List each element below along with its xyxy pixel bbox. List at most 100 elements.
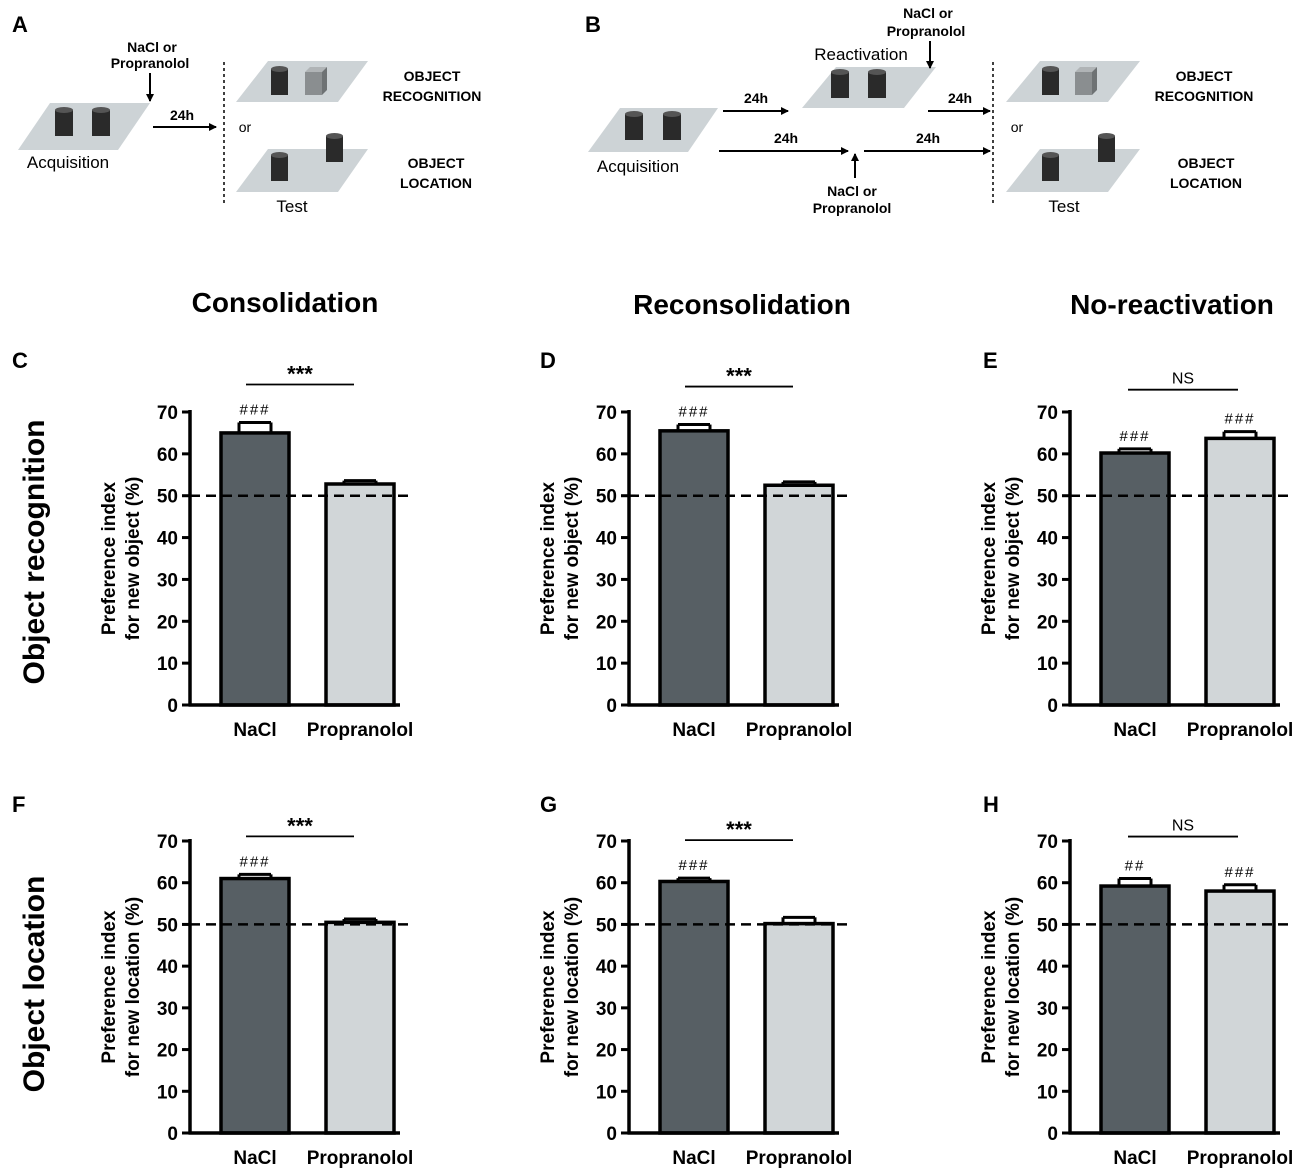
cylinder-icon bbox=[271, 66, 288, 95]
y-tick-label: 40 bbox=[1037, 957, 1058, 978]
y-tick-label: 70 bbox=[157, 832, 178, 853]
y-tick-label: 50 bbox=[1037, 487, 1058, 508]
cube-icon bbox=[305, 67, 327, 95]
panel-letter: D bbox=[540, 348, 556, 373]
y-tick-label: 40 bbox=[157, 529, 178, 550]
significance-hash: ### bbox=[678, 857, 709, 874]
location-platform-a bbox=[236, 133, 368, 192]
y-tick-label: 30 bbox=[596, 570, 617, 591]
panel-e: E Preference index for new object (%) ### Na… bbox=[979, 348, 1293, 741]
panel-h: H Preference index for new location (%) ## N… bbox=[979, 792, 1293, 1169]
y-tick-label: 0 bbox=[167, 696, 178, 717]
cylinder-icon bbox=[868, 69, 886, 98]
y-tick-label: 50 bbox=[596, 915, 617, 936]
y-tick-label: 10 bbox=[157, 654, 178, 675]
delay-label-b-1: 24h bbox=[744, 90, 768, 106]
y-axis-label: for new location (%) bbox=[123, 897, 144, 1078]
column-title-reconsolidation: Reconsolidation bbox=[633, 289, 851, 320]
panel-letter: E bbox=[983, 348, 998, 373]
y-tick-label: 70 bbox=[1037, 403, 1058, 424]
bar-propranolol bbox=[1204, 436, 1276, 707]
recognition-label-b-line2: RECOGNITION bbox=[1155, 88, 1254, 104]
bar-propranolol bbox=[324, 482, 396, 707]
x-tick-label: NaCl bbox=[1113, 1148, 1156, 1169]
y-tick-label: 40 bbox=[157, 957, 178, 978]
delay-label-a: 24h bbox=[170, 107, 194, 123]
y-axis-label: for new object (%) bbox=[1003, 477, 1024, 641]
significance-hash: ### bbox=[239, 401, 270, 418]
cylinder-icon bbox=[271, 152, 288, 181]
y-tick-label: 20 bbox=[157, 1041, 178, 1062]
test-label-a: Test bbox=[276, 197, 307, 216]
bar-propranolol bbox=[1204, 889, 1276, 1135]
recognition-platform-b bbox=[1006, 61, 1140, 102]
panel-letter: H bbox=[983, 792, 999, 817]
drug-top-label-b-line1: NaCl or bbox=[903, 5, 953, 21]
panel-f: F Preference index for new location (%) ###… bbox=[12, 792, 413, 1169]
y-tick-label: 60 bbox=[1037, 874, 1058, 895]
y-axis-label: for new location (%) bbox=[1003, 897, 1024, 1078]
y-tick-label: 10 bbox=[596, 1082, 617, 1103]
y-tick-label: 30 bbox=[596, 999, 617, 1020]
bar-propranolol bbox=[324, 920, 396, 1135]
panel-c: C Preference index for new object (%) ### Na… bbox=[12, 348, 413, 741]
y-tick-label: 50 bbox=[1037, 915, 1058, 936]
panel-letter: C bbox=[12, 348, 28, 373]
y-tick-label: 60 bbox=[596, 445, 617, 466]
significance-hash: ### bbox=[1224, 864, 1255, 881]
y-axis-label: Preference index bbox=[99, 482, 120, 636]
comparison-label: NS bbox=[1172, 371, 1194, 388]
bar-nacl bbox=[1099, 884, 1171, 1135]
bar-nacl bbox=[1099, 451, 1171, 707]
comparison-label: *** bbox=[287, 813, 313, 838]
y-tick-label: 60 bbox=[157, 445, 178, 466]
y-tick-label: 60 bbox=[1037, 445, 1058, 466]
y-axis-label: for new object (%) bbox=[123, 477, 144, 641]
drug-label-a-line2: Propranolol bbox=[111, 55, 190, 71]
x-tick-label: Propranolol bbox=[307, 1148, 414, 1169]
cylinder-icon bbox=[92, 107, 110, 136]
cylinder-icon bbox=[625, 111, 643, 140]
y-axis-label: Preference index bbox=[538, 910, 559, 1064]
y-axis-label: Preference index bbox=[979, 910, 1000, 1064]
x-tick-label: Propranolol bbox=[746, 1148, 853, 1169]
y-tick-label: 0 bbox=[1047, 696, 1058, 717]
y-tick-label: 70 bbox=[157, 403, 178, 424]
y-tick-label: 60 bbox=[596, 874, 617, 895]
y-tick-label: 40 bbox=[1037, 529, 1058, 550]
x-tick-label: NaCl bbox=[672, 1148, 715, 1169]
bar-propranolol bbox=[763, 483, 835, 707]
test-label-b: Test bbox=[1048, 197, 1079, 216]
panel-letter-b: B bbox=[585, 12, 601, 37]
panel-letter: F bbox=[12, 792, 25, 817]
reactivation-platform-b bbox=[802, 67, 936, 108]
drug-label-a-line1: NaCl or bbox=[127, 39, 177, 55]
significance-hash: ### bbox=[678, 404, 709, 421]
acquisition-platform-b bbox=[588, 108, 718, 152]
y-axis-label: for new object (%) bbox=[562, 477, 583, 641]
acquisition-label-b: Acquisition bbox=[597, 157, 679, 176]
significance-hash: ## bbox=[1125, 858, 1146, 875]
x-tick-label: NaCl bbox=[672, 720, 715, 741]
acquisition-label-a: Acquisition bbox=[27, 153, 109, 172]
y-tick-label: 10 bbox=[596, 654, 617, 675]
panel-letter: G bbox=[540, 792, 557, 817]
column-title-consolidation: Consolidation bbox=[192, 287, 379, 318]
bar-nacl bbox=[658, 429, 730, 707]
x-tick-label: Propranolol bbox=[1187, 720, 1294, 741]
bar-nacl bbox=[658, 879, 730, 1135]
reactivation-label-b: Reactivation bbox=[814, 45, 908, 64]
significance-hash: ### bbox=[239, 853, 270, 870]
location-platform-b bbox=[1006, 133, 1140, 192]
significance-hash: ### bbox=[1119, 428, 1150, 445]
x-tick-label: NaCl bbox=[233, 720, 276, 741]
y-tick-label: 70 bbox=[1037, 832, 1058, 853]
bar-propranolol bbox=[763, 921, 835, 1135]
y-tick-label: 70 bbox=[596, 403, 617, 424]
cylinder-icon bbox=[326, 133, 343, 162]
bar-nacl bbox=[219, 431, 291, 707]
y-tick-label: 30 bbox=[1037, 999, 1058, 1020]
y-tick-label: 20 bbox=[1037, 612, 1058, 633]
column-title-no-reactivation: No-reactivation bbox=[1070, 289, 1274, 320]
